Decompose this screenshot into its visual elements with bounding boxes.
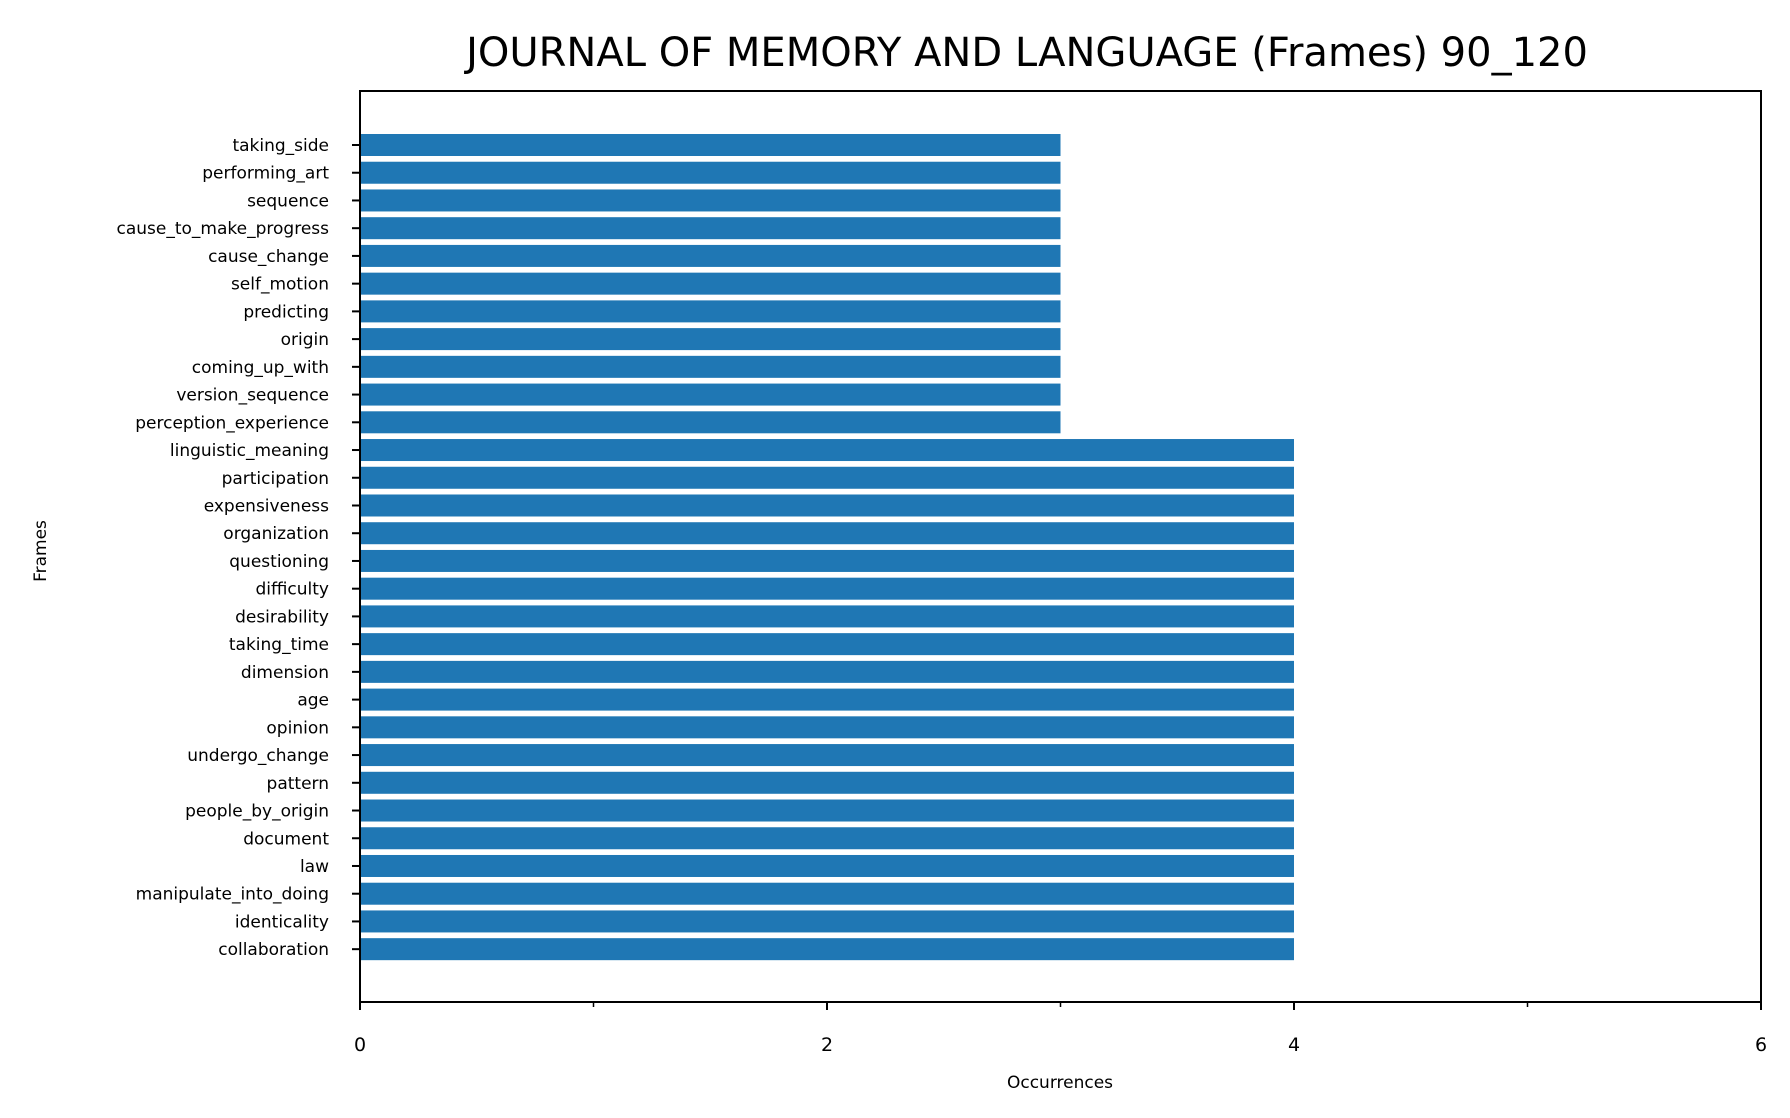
y-tick-label: origin <box>281 330 329 350</box>
x-axis-ticks: 0 2 4 6 <box>354 1002 1767 1056</box>
x-tick-label: 6 <box>1755 1034 1767 1056</box>
y-tick-label: sequence <box>247 191 329 211</box>
y-tick-label: people_by_origin <box>185 802 329 822</box>
y-axis-label: Frames <box>31 520 51 582</box>
bar-taking_side <box>360 134 1061 156</box>
bar-linguistic_meaning <box>360 439 1294 462</box>
x-tick-label: 0 <box>354 1034 366 1056</box>
y-tick-label: coming_up_with <box>192 358 329 378</box>
bar-document <box>360 827 1294 850</box>
bar-age <box>360 688 1294 711</box>
bar-organization <box>360 522 1294 545</box>
y-tick-label: manipulate_into_doing <box>136 885 329 905</box>
bar-origin <box>360 328 1061 351</box>
bar-identicality <box>360 910 1294 933</box>
bar-questioning <box>360 549 1294 572</box>
y-tick-label: cause_change <box>208 247 329 267</box>
y-tick-label: predicting <box>243 302 329 322</box>
bar-participation <box>360 466 1294 489</box>
y-tick-label: dimension <box>241 663 329 683</box>
y-tick-label: organization <box>223 524 329 544</box>
bar-performing_art <box>360 161 1061 184</box>
y-tick-label: opinion <box>266 718 329 738</box>
y-tick-label: cause_to_make_progress <box>117 219 330 239</box>
y-axis-ticks: taking_side performing_art sequence cause_t… <box>117 136 360 960</box>
y-tick-label: performing_art <box>202 164 329 184</box>
bar-version_sequence <box>360 383 1061 406</box>
chart-title: JOURNAL OF MEMORY AND LANGUAGE (Frames) … <box>463 30 1588 76</box>
bar-law <box>360 854 1294 877</box>
y-tick-label: identicality <box>235 912 329 932</box>
y-tick-label: age <box>297 691 329 711</box>
bar-self_motion <box>360 272 1061 295</box>
y-tick-label: linguistic_meaning <box>170 441 329 461</box>
bar-manipulate_into_doing <box>360 882 1294 905</box>
y-tick-label: pattern <box>267 774 329 794</box>
y-tick-label: taking_side <box>232 136 329 156</box>
x-tick-label: 2 <box>821 1034 833 1056</box>
bar-collaboration <box>360 938 1294 961</box>
bar-dimension <box>360 660 1294 683</box>
y-tick-label: collaboration <box>218 940 329 960</box>
y-tick-label: undergo_change <box>187 746 329 766</box>
y-tick-label: desirability <box>235 607 329 627</box>
y-tick-label: version_sequence <box>176 386 329 406</box>
y-tick-label: document <box>243 829 329 849</box>
bar-predicting <box>360 300 1061 323</box>
bar-perception_experience <box>360 411 1061 434</box>
bar-desirability <box>360 605 1294 628</box>
bar-difficulty <box>360 577 1294 600</box>
bar-opinion <box>360 716 1294 739</box>
bar-cause_to_make_progress <box>360 217 1061 240</box>
x-tick-label: 4 <box>1288 1034 1300 1056</box>
bar-people_by_origin <box>360 799 1294 822</box>
bar-pattern <box>360 771 1294 794</box>
bar-cause_change <box>360 244 1061 267</box>
y-tick-label: questioning <box>229 552 329 572</box>
bar-sequence <box>360 189 1061 212</box>
y-tick-label: taking_time <box>229 635 329 655</box>
y-tick-label: perception_experience <box>135 413 329 433</box>
y-tick-label: participation <box>222 469 329 489</box>
y-tick-label: self_motion <box>231 275 329 295</box>
bar-taking_time <box>360 633 1294 656</box>
y-tick-label: difficulty <box>255 580 329 600</box>
bar-coming_up_with <box>360 355 1061 378</box>
y-tick-label: expensiveness <box>204 496 329 516</box>
bar-expensiveness <box>360 494 1294 517</box>
y-tick-label: law <box>300 857 329 877</box>
plot-frame <box>359 90 1762 1003</box>
x-axis-label: Occurrences <box>1007 1073 1113 1093</box>
bar-undergo_change <box>360 744 1294 767</box>
bars-group <box>360 134 1294 961</box>
